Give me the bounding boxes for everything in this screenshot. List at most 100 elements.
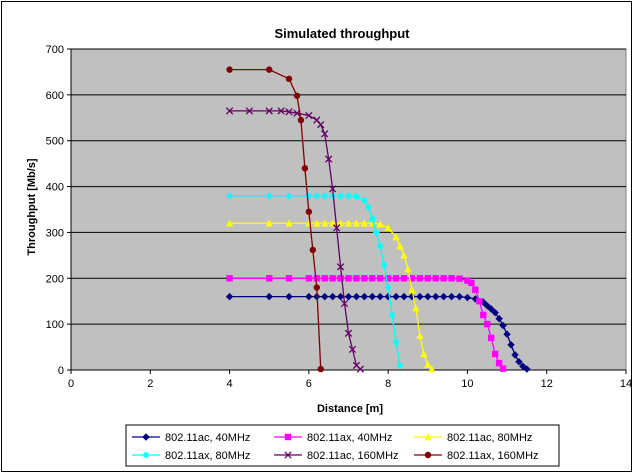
legend-item: 802.11ax, 160MHz [414,450,539,462]
legend-box [125,424,560,467]
data-point [313,284,320,291]
data-point [503,330,511,338]
data-point [491,308,499,317]
legend-item: 802.11ac, 40MHz [132,432,250,444]
legend: 802.11ac, 40MHz 802.11ax, 40MHz 802.11ac, … [125,424,560,467]
data-point [373,229,380,236]
data-point [416,292,424,301]
series-1 [225,292,531,373]
legend-swatch-marker [142,433,150,441]
data-point [523,365,531,373]
data-point [293,92,301,99]
series-2 [226,275,507,372]
data-point [408,286,416,293]
data-point [408,275,416,282]
data-point [368,292,376,301]
y-tick-label: 700 [46,44,64,56]
data-point [369,275,376,282]
data-point [325,155,333,163]
data-point [515,358,523,366]
legend-label: 802.11ac, 40MHz [165,432,250,444]
data-point [321,192,328,199]
data-point [344,329,353,337]
data-point [317,365,324,373]
data-point [345,275,352,282]
data-point [285,192,293,199]
data-point [440,275,447,282]
data-point [226,192,233,199]
data-point [484,320,491,328]
plot-area [70,48,627,371]
data-point [344,292,353,301]
data-point [361,197,368,204]
data-point [285,275,293,282]
x-tick-label: 6 [306,378,312,390]
data-point [487,305,495,313]
data-point [416,275,424,282]
data-point [317,121,325,129]
data-point [344,219,353,227]
data-point [225,219,234,227]
data-point [321,275,328,282]
data-point [265,219,273,227]
data-point [369,215,376,222]
data-point [356,365,365,373]
data-point [361,275,368,282]
data-point [352,219,361,227]
data-point [360,292,369,301]
data-point [353,275,360,282]
data-point [384,224,392,232]
data-point [464,277,471,284]
data-point [396,362,404,369]
legend-swatch-marker [284,433,292,441]
data-point [313,275,320,282]
data-point [392,233,400,241]
data-point [305,111,313,120]
data-point [337,275,344,282]
data-point [305,292,313,301]
data-point [265,107,273,115]
series-3 [225,219,436,373]
data-point [305,192,313,199]
x-axis-title: Distance [m] [317,403,383,415]
data-point [336,219,345,227]
legend-swatch-marker [284,451,292,459]
legend-item: 802.11ax, 40MHz [274,432,392,444]
y-tick-label: 500 [46,136,64,148]
data-point [245,107,254,115]
data-point [448,275,455,282]
data-point [305,275,313,282]
data-point [432,292,440,301]
y-axis-title: Throughput [Mb/s] [26,158,38,255]
data-point [266,66,273,73]
legend-item: 802.11ac, 160MHz [274,450,399,462]
data-point [499,365,507,372]
legend-label: 802.11ax, 80MHz [165,450,250,462]
data-point [337,192,344,199]
data-point [321,219,329,227]
data-point [495,359,503,367]
data-point [491,350,499,358]
data-point [336,292,345,301]
data-point [376,292,384,301]
data-point [225,292,234,301]
legend-swatch-marker [142,451,150,459]
series-5 [225,107,365,373]
data-point [301,165,309,172]
y-tick-label: 0 [58,365,64,377]
data-point [353,193,360,200]
legend-label: 802.11ac, 160MHz [307,450,399,462]
series-4 [226,192,404,369]
data-point [400,251,408,259]
data-point [388,311,396,319]
y-tick-label: 300 [46,227,64,239]
data-point [309,246,317,254]
legend-swatch-marker [424,451,432,459]
series-6 [226,66,324,373]
legend-label: 802.11ax, 40MHz [307,432,392,444]
data-point [420,350,428,358]
data-point [463,293,472,302]
data-point [225,107,234,115]
data-point [360,219,369,227]
data-point [377,275,384,282]
